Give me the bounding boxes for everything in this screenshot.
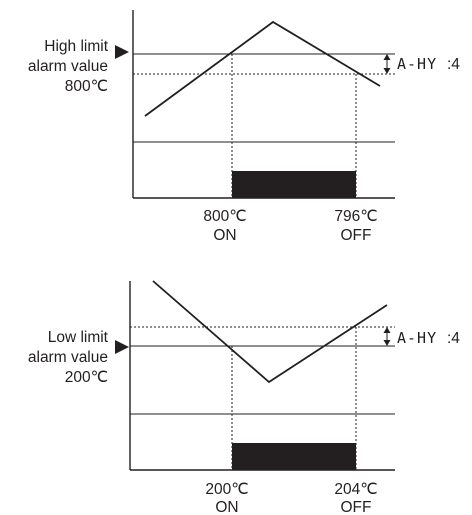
high-on-temp: 800℃: [203, 208, 246, 225]
high-hysteresis-value: :4: [447, 56, 460, 73]
high-label-line-3: 800℃: [65, 78, 108, 95]
high-pointer-arrow-icon: [115, 45, 129, 59]
high-label-line-1: High limit: [44, 38, 108, 55]
low-on-label: ON: [215, 499, 238, 515]
low-off-temp: 204℃: [334, 481, 377, 498]
low-off-label: OFF: [341, 499, 372, 515]
low-limit-diagram: A-HY :4 Low limit alarm value 200℃ 200℃ …: [28, 280, 460, 515]
low-label-line-2: alarm value: [28, 349, 108, 366]
low-hysteresis-arrow-icon: [383, 327, 391, 346]
low-temperature-curve: [152, 280, 388, 384]
low-on-temp: 200℃: [205, 481, 248, 498]
low-hysteresis-value: :4: [447, 330, 460, 347]
high-off-label: OFF: [341, 227, 372, 244]
high-on-label: ON: [213, 227, 236, 244]
low-label-line-3: 200℃: [65, 369, 108, 386]
low-hysteresis-code: A-HY: [397, 329, 437, 347]
high-hysteresis-code: A-HY: [397, 55, 437, 73]
high-limit-diagram: A-HY :4 High limit alarm value 800℃ 800℃…: [28, 10, 460, 244]
high-alarm-output-block: [232, 171, 356, 198]
low-alarm-output-block: [232, 443, 356, 470]
high-off-temp: 796℃: [334, 208, 377, 225]
low-label-line-1: Low limit: [48, 329, 109, 346]
high-hysteresis-arrow-icon: [383, 54, 391, 74]
low-pointer-arrow-icon: [115, 340, 129, 354]
high-label-line-2: alarm value: [28, 58, 108, 75]
high-temperature-curve: [144, 20, 381, 117]
